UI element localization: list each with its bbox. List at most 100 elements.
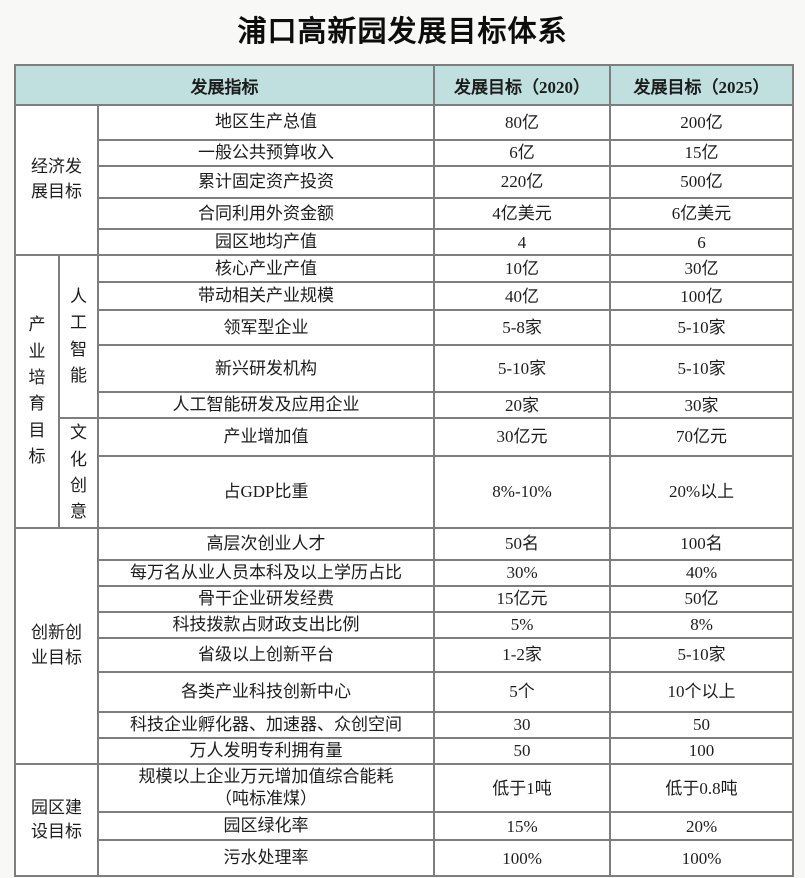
- table-row: 带动相关产业规模 40亿 100亿: [15, 281, 795, 312]
- table-row: 园区建设目标 规模以上企业万元增加值综合能耗 （吨标准煤） 低于1吨 低于0.8…: [14, 763, 795, 878]
- subgroup-culture: 文化创意: [58, 417, 99, 529]
- target-2020-cell: 5%: [433, 610, 612, 639]
- indicator-cell: 科技企业孵化器、加速器、众创空间: [96, 710, 436, 740]
- page-title: 浦口高新园发展目标体系: [237, 16, 568, 48]
- target-2020-cell: 6亿: [433, 138, 612, 168]
- table-row: 创新创业目标 高层次创业人才 50名 100名: [14, 526, 795, 766]
- indicator-cell: 园区绿化率: [96, 811, 436, 842]
- target-2020-cell: 1-2家: [433, 636, 612, 673]
- target-2025-cell: 20%: [609, 811, 795, 842]
- target-2025-cell: 100: [609, 737, 795, 766]
- indicator-cell: 人工智能研发及应用企业: [96, 391, 436, 420]
- table-row: 一般公共预算收入 6亿 15亿: [15, 138, 795, 168]
- target-2020-cell: 4: [433, 228, 612, 257]
- indicator-cell: 占GDP比重: [96, 454, 436, 529]
- target-2025-cell: 50亿: [609, 584, 795, 613]
- group-innovation: 创新创业目标: [14, 526, 99, 766]
- target-2025-cell: 100名: [609, 526, 795, 561]
- target-2020-cell: 5-8家: [433, 309, 612, 347]
- header-row: 发展指标 发展目标（2020） 发展目标（2025）: [13, 64, 795, 106]
- subgroup-ai: 人工智能: [58, 254, 99, 420]
- target-2025-cell: 30家: [609, 391, 795, 420]
- indicator-cell: 一般公共预算收入: [96, 138, 436, 168]
- target-2025-cell: 20%以上: [609, 454, 795, 529]
- target-2025-cell: 低于0.8吨: [609, 763, 795, 814]
- table-row: 园区地均产值 4 6: [15, 228, 795, 257]
- target-2025-cell: 50: [609, 710, 795, 740]
- indicator-cell: 科技拨款占财政支出比例: [96, 610, 436, 639]
- table-row: 产业培育目标 人工智能 核心产业产值 10亿 30亿: [14, 254, 795, 529]
- target-2025-cell: 5-10家: [609, 344, 795, 394]
- target-2020-cell: 100%: [433, 839, 612, 878]
- target-2025-cell: 6亿美元: [609, 197, 795, 231]
- target-2025-cell: 70亿元: [609, 417, 795, 457]
- table-row: 领军型企业 5-8家 5-10家: [15, 309, 795, 347]
- target-2025-cell: 100%: [609, 839, 795, 878]
- table-row: 园区绿化率 15% 20%: [15, 811, 795, 842]
- target-2020-cell: 30: [433, 710, 612, 740]
- header-target-2025: 发展目标（2025）: [609, 64, 795, 106]
- target-2025-cell: 15亿: [609, 138, 795, 168]
- table-row: 省级以上创新平台 1-2家 5-10家: [15, 636, 795, 673]
- target-2020-cell: 20家: [433, 391, 612, 420]
- target-2020-cell: 15亿元: [433, 584, 612, 613]
- target-2020-cell: 15%: [433, 811, 612, 842]
- target-2020-cell: 40亿: [433, 281, 612, 312]
- table-row: 占GDP比重 8%-10% 20%以上: [15, 454, 795, 529]
- target-2020-cell: 30%: [433, 558, 612, 587]
- table-row: 各类产业科技创新中心 5个 10个以上: [15, 670, 795, 713]
- table-row: 污水处理率 100% 100%: [15, 839, 795, 878]
- indicator-cell: 园区地均产值: [96, 228, 436, 257]
- indicator-cell: 高层次创业人才: [96, 526, 436, 561]
- target-2025-cell: 8%: [609, 610, 795, 639]
- table-row: 文化创意 产业增加值 30亿元 70亿元: [15, 417, 795, 529]
- target-2020-cell: 5-10家: [433, 344, 612, 394]
- target-2025-cell: 5-10家: [609, 636, 795, 673]
- indicator-cell: 骨干企业研发经费: [96, 584, 436, 613]
- indicator-cell: 污水处理率: [96, 839, 436, 878]
- target-2025-cell: 30亿: [609, 254, 795, 284]
- group-industry: 产业培育目标: [14, 254, 60, 529]
- table-row: 科技拨款占财政支出比例 5% 8%: [15, 610, 795, 639]
- target-2025-cell: 40%: [609, 558, 795, 587]
- indicator-cell: 核心产业产值: [96, 254, 436, 284]
- group-park: 园区建设目标: [14, 763, 99, 878]
- header-target-2020: 发展目标（2020）: [433, 64, 612, 106]
- target-2025-cell: 500亿: [609, 165, 795, 200]
- table-row: 合同利用外资金额 4亿美元 6亿美元: [15, 197, 795, 231]
- indicator-cell: 带动相关产业规模: [96, 281, 436, 312]
- table-row: 人工智能研发及应用企业 20家 30家: [15, 391, 795, 420]
- target-2020-cell: 8%-10%: [433, 454, 612, 529]
- target-2020-cell: 5个: [433, 670, 612, 713]
- target-2020-cell: 80亿: [433, 104, 612, 141]
- header-indicator: 发展指标: [13, 64, 436, 106]
- target-2025-cell: 10个以上: [609, 670, 795, 713]
- indicator-cell: 规模以上企业万元增加值综合能耗 （吨标准煤）: [96, 763, 436, 814]
- target-2020-cell: 10亿: [433, 254, 612, 284]
- target-2020-cell: 4亿美元: [433, 197, 612, 231]
- target-2025-cell: 200亿: [609, 104, 795, 141]
- indicator-cell: 领军型企业: [96, 309, 436, 347]
- target-2020-cell: 50名: [433, 526, 612, 561]
- table-row: 新兴研发机构 5-10家 5-10家: [15, 344, 795, 394]
- target-2025-cell: 5-10家: [609, 309, 795, 347]
- table-row: 累计固定资产投资 220亿 500亿: [15, 165, 795, 200]
- group-economic: 经济发展目标: [14, 103, 99, 257]
- table-row: 科技企业孵化器、加速器、众创空间 30 50: [15, 710, 795, 740]
- table-row: 骨干企业研发经费 15亿元 50亿: [15, 584, 795, 613]
- target-2025-cell: 100亿: [609, 281, 795, 312]
- development-goals-table: 发展指标 发展目标（2020） 发展目标（2025） 经济发展目标 地区生产总值…: [13, 64, 795, 878]
- indicator-cell: 合同利用外资金额: [96, 197, 436, 231]
- indicator-cell: 新兴研发机构: [96, 344, 436, 394]
- target-2020-cell: 低于1吨: [433, 763, 612, 814]
- target-2025-cell: 6: [609, 228, 795, 257]
- table-row: 每万名从业人员本科及以上学历占比 30% 40%: [15, 558, 795, 587]
- table-row: 经济发展目标 地区生产总值 80亿 200亿: [14, 103, 795, 257]
- indicator-cell: 万人发明专利拥有量: [96, 737, 436, 766]
- indicator-cell: 产业增加值: [96, 417, 436, 457]
- indicator-cell: 每万名从业人员本科及以上学历占比: [96, 558, 436, 587]
- target-2020-cell: 30亿元: [433, 417, 612, 457]
- target-2020-cell: 220亿: [433, 165, 612, 200]
- indicator-cell: 省级以上创新平台: [96, 636, 436, 673]
